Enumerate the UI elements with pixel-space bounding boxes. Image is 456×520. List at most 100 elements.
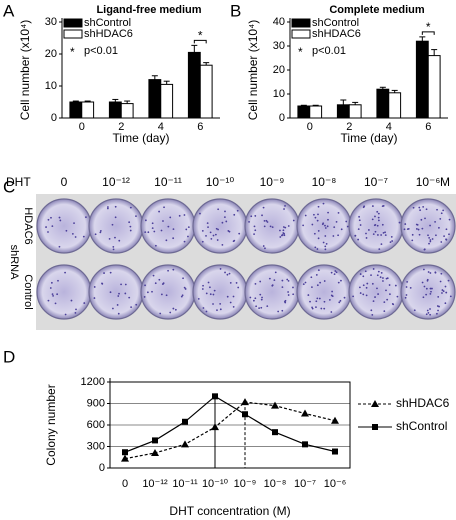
x-tick-label: 10⁻⁶ [324,478,347,490]
colony [429,292,432,295]
colony [56,293,59,296]
colony [219,302,222,305]
series-line [124,401,336,460]
colony [263,219,266,222]
colony [384,231,386,234]
colony [112,307,114,310]
colony [215,227,218,230]
bar [297,105,311,119]
colony [407,227,410,230]
colony [124,283,127,286]
colony [324,245,327,248]
colony [440,212,443,215]
colony [281,309,284,312]
colony [372,300,375,303]
colony [335,220,338,223]
colony [162,220,164,222]
colony [206,222,209,224]
colony [205,292,208,295]
colony [116,304,119,306]
colony [333,273,336,276]
colony [99,229,102,232]
dish [296,198,352,254]
colony [183,286,186,289]
colony [281,286,284,289]
colony [383,310,386,313]
series-line [124,395,336,453]
colony [51,225,54,228]
colony [283,208,285,210]
colony [224,271,226,274]
colony [282,229,285,232]
dish [192,264,248,320]
colony [323,307,326,310]
colony [396,295,399,298]
concentration-label: 10⁻¹⁰ [206,175,235,189]
colony [109,291,112,294]
colony [65,229,68,232]
colony [94,233,97,236]
colony [235,282,238,284]
colony [427,234,429,237]
colony [358,286,361,289]
colony [429,272,432,274]
colony [371,313,374,316]
colony [391,240,394,242]
colony [334,270,337,272]
legend-marker [372,424,378,430]
colony [74,312,77,314]
colony [411,233,414,236]
colony [358,219,361,222]
colony [415,228,418,230]
colony [205,310,208,313]
colony [382,280,384,282]
colony [434,271,437,274]
colony [249,296,252,299]
colony [169,311,172,314]
point [301,409,309,417]
colony [153,230,156,233]
bar [160,83,174,119]
colony [390,235,393,238]
colony [449,295,452,298]
colony [322,202,325,205]
legend-label: shControl [84,17,131,29]
colony [365,294,368,297]
colony [441,289,444,291]
x-tick-label: 4 [158,121,164,133]
colony [279,236,282,238]
colony [392,303,395,306]
colony [448,218,451,221]
colony [58,245,61,248]
colony [114,205,117,208]
colony [283,234,286,237]
colony [180,295,183,298]
colony [424,217,426,220]
bar [81,101,95,119]
colony [47,231,49,233]
bar [336,104,350,119]
colony [438,226,440,229]
colony [172,307,175,310]
colony [317,269,320,272]
colony [374,230,377,233]
x-tick-label: 10⁻¹⁰ [202,478,229,490]
colony [412,206,415,209]
colony [386,298,389,301]
colony [436,208,438,211]
colony [376,210,379,213]
panel-letter: D [3,347,15,366]
colony [178,214,181,217]
colony [172,228,175,231]
colony [382,277,384,279]
colony [340,279,342,282]
colony [49,287,52,289]
concentration-label: 10⁻⁹ [260,175,285,189]
dish [400,198,456,254]
colony [380,271,383,274]
colony [260,306,263,309]
point [331,416,339,424]
colony [254,282,257,285]
colony [281,279,284,282]
